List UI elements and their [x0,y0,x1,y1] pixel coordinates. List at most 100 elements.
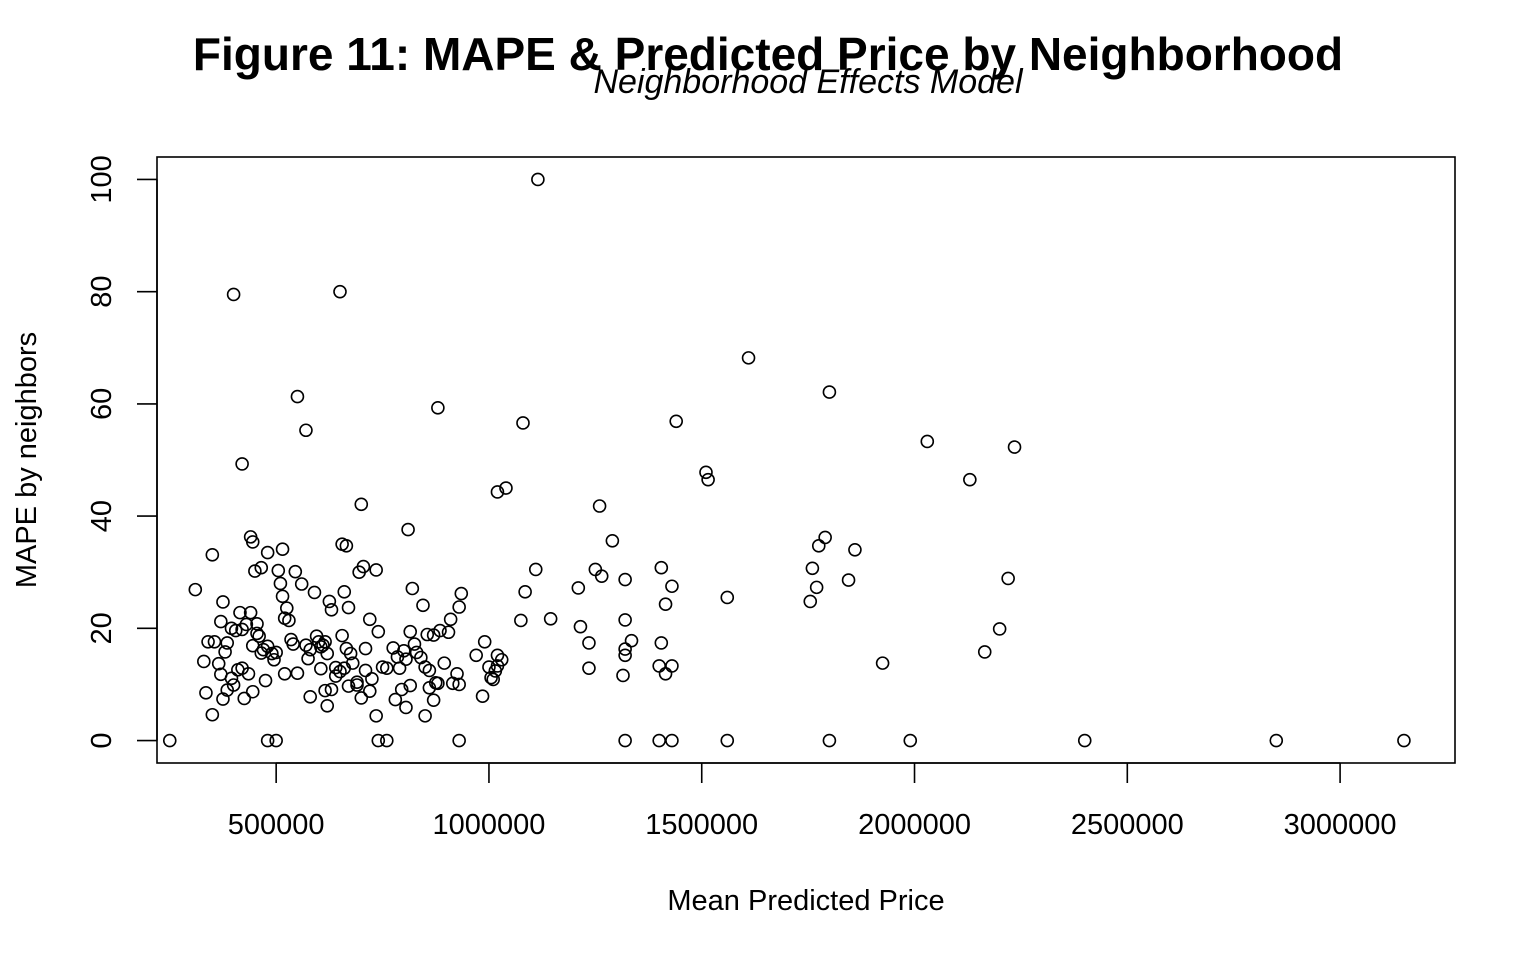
chart-title: Figure 11: MAPE & Predicted Price by Nei… [193,28,1343,80]
chart-subtitle: Neighborhood Effects Model [593,63,1023,101]
data-point [248,564,262,578]
x-tick-label: 1500000 [645,809,758,841]
data-point [316,638,330,652]
data-point [418,660,432,674]
data-point [618,648,632,663]
data-point [822,733,837,748]
data-point [399,700,413,715]
data-point [350,678,364,692]
data-point [582,636,596,650]
data-point [654,636,669,650]
data-point [388,692,403,707]
data-point [665,659,679,673]
data-point [516,416,530,430]
data-point [260,733,275,748]
data-point [977,645,992,659]
data-point [199,686,213,700]
data-point [592,499,607,513]
data-point [418,709,432,723]
data-point [226,287,241,302]
y-axis-label: MAPE by neighbors [11,332,43,588]
data-point [277,666,292,681]
data-point [320,646,335,661]
data-point [992,622,1007,636]
data-point [358,663,373,678]
data-point [665,733,679,748]
data-point [371,624,386,639]
data-point [618,572,632,587]
data-point [275,542,290,557]
data-point [433,623,447,638]
data-point [920,434,935,449]
data-point [328,660,343,675]
x-tick-label: 2000000 [858,809,971,841]
data-point [267,652,281,667]
data-point [452,600,466,614]
data-point [543,611,558,626]
data-point [228,623,243,638]
data-point [354,691,369,705]
data-point [805,561,820,576]
data-point [369,709,383,723]
data-point [422,681,437,695]
data-point [301,651,315,666]
data-point [652,659,666,673]
y-tick-label: 60 [86,388,118,420]
data-point [205,707,220,722]
data-point [224,671,239,686]
data-point [665,579,679,594]
y-tick-label: 80 [86,276,118,308]
data-point [324,603,339,617]
plot-frame [156,156,1456,764]
data-point [720,733,735,748]
data-point [239,617,254,632]
data-point [294,577,309,591]
data-point [669,414,684,429]
data-point [822,385,837,399]
data-point [903,733,918,748]
x-tick-label: 2500000 [1071,809,1184,841]
data-point [369,563,383,577]
y-axis: 0 20 40 60 80 100 [86,155,158,749]
data-point [452,733,466,748]
data-point [475,689,490,704]
data-point [275,589,290,604]
data-point [341,679,356,693]
data-point [431,401,445,415]
data-point [1269,733,1284,748]
y-tick-label: 40 [86,500,118,532]
data-point [237,691,252,706]
data-point [233,605,247,620]
data-point [320,698,335,713]
data-point [809,580,824,595]
data-point [441,625,456,640]
x-tick-label: 500000 [228,809,325,841]
data-point [341,600,356,615]
data-point [354,497,369,512]
data-point [290,666,305,681]
data-point [216,595,230,609]
data-point [875,656,890,670]
data-point [299,638,313,652]
data-point [343,646,358,661]
data-point [207,634,222,649]
data-point [282,613,296,628]
data-point [328,669,343,683]
data-point [624,633,639,648]
data-point [252,629,266,643]
data-point [490,648,505,663]
data-point [211,656,226,671]
data-point [1007,440,1022,454]
data-point [499,481,513,495]
data-point [358,641,373,656]
data-point [514,613,528,628]
x-axis-label: Mean Predicted Price [667,885,944,917]
data-point [416,598,430,613]
data-point [365,672,379,686]
data-point [477,634,492,649]
data-point [571,581,586,595]
data-point [245,684,260,699]
data-point [271,563,286,578]
data-point [701,472,715,487]
